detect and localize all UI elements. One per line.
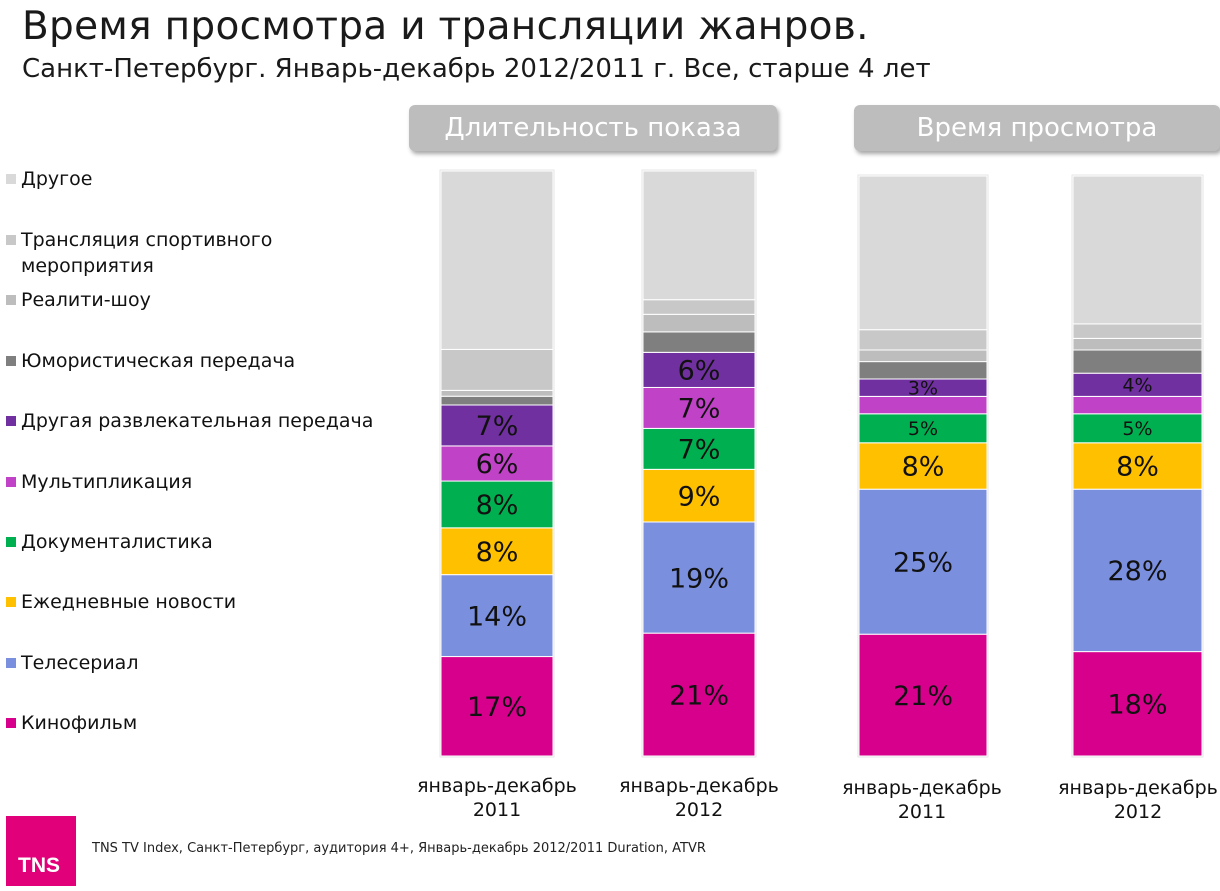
legend-swatch <box>6 356 16 366</box>
bar-segment <box>440 170 554 350</box>
bar-segment <box>440 527 554 576</box>
bar-segment <box>642 170 756 301</box>
legend-swatch <box>6 658 16 668</box>
category-label-line2: 2011 <box>472 799 522 821</box>
data-label: 17% <box>467 692 527 723</box>
category-label-line2: 2012 <box>1113 801 1163 823</box>
bar-segment <box>440 389 554 397</box>
data-label: 9% <box>678 481 721 512</box>
data-label: 3% <box>908 378 938 400</box>
legend-swatch <box>6 537 16 547</box>
category-label-line2: 2012 <box>674 799 724 821</box>
category-label-line1: январь-декабрь <box>619 775 779 797</box>
category-label-line2: 2011 <box>897 801 947 823</box>
legend-label: Документалистика <box>21 531 213 553</box>
legend-swatch <box>6 718 16 728</box>
legend-swatch <box>6 416 16 426</box>
bar-segment <box>858 349 988 363</box>
bar-segment <box>642 521 756 634</box>
bar-segment <box>858 413 988 444</box>
bar-segment <box>440 395 554 406</box>
bar-segment <box>440 480 554 529</box>
bar-segment <box>1072 651 1203 757</box>
data-label: 8% <box>476 537 519 568</box>
bar-segment <box>440 348 554 391</box>
bar-segment <box>642 351 756 388</box>
bar-segment <box>1072 413 1203 444</box>
bar-segment <box>1072 323 1203 339</box>
bar-segment <box>642 313 756 333</box>
legend-swatch <box>6 597 16 607</box>
legend-label: Другая развлекательная передача <box>21 410 374 432</box>
bar-segment <box>642 427 756 470</box>
group-header-viewing-time: Время просмотра <box>854 105 1220 151</box>
category-label-3: январь-декабрь 2011 <box>827 776 1017 824</box>
data-label: 8% <box>476 490 519 521</box>
data-label: 7% <box>476 411 519 442</box>
legend-swatch <box>6 235 16 245</box>
bar-segment <box>642 386 756 429</box>
data-label: 28% <box>1107 556 1167 587</box>
legend-label: Юмористическая передача <box>21 350 296 372</box>
data-label: 7% <box>678 394 721 425</box>
source-note: TNS TV Index, Санкт-Петербург, аудитория… <box>92 841 706 856</box>
data-label: 6% <box>476 449 519 480</box>
data-label: 21% <box>669 680 729 711</box>
bar-segment <box>858 175 988 331</box>
bar-segment <box>1072 395 1203 415</box>
bar-segment <box>440 574 554 658</box>
legend-label: Трансляция спортивного мероприятия <box>21 229 273 277</box>
category-label-line1: январь-декабрь <box>842 777 1002 799</box>
bar-segment <box>1072 175 1203 325</box>
data-label: 18% <box>1107 690 1167 721</box>
data-label: 5% <box>1122 418 1152 440</box>
bar-segment <box>642 632 756 757</box>
bar-segment <box>440 445 554 482</box>
bar-segment <box>440 404 554 447</box>
bar-segment <box>858 329 988 351</box>
bar-segment <box>858 361 988 380</box>
legend-swatch <box>6 477 16 487</box>
bar-segment <box>642 468 756 523</box>
data-label: 21% <box>893 681 953 712</box>
bar-segment <box>1072 337 1203 351</box>
legend-label: Кинофильм <box>21 712 138 734</box>
group-header-duration: Длительность показа <box>409 105 777 151</box>
bar-segment <box>1072 488 1203 653</box>
bar-segment <box>642 331 756 353</box>
legend-label: Другое <box>21 168 93 190</box>
legend-label: Мультипликация <box>21 471 193 493</box>
data-label: 25% <box>893 547 953 578</box>
data-label: 6% <box>678 356 721 387</box>
data-label: 7% <box>678 435 721 466</box>
bar-segment <box>440 656 554 757</box>
bar-segment <box>642 299 756 315</box>
tns-logo: TNS <box>6 816 76 886</box>
bar-segment <box>858 488 988 635</box>
data-label: 4% <box>1122 375 1152 397</box>
bar-segment <box>1072 442 1203 490</box>
legend-label: Ежедневные новости <box>21 591 237 613</box>
data-label: 19% <box>669 563 729 594</box>
tns-logo-text: TNS <box>18 854 60 877</box>
chart-title: Время просмотра и трансляции жанров. <box>22 4 869 49</box>
category-label-2: январь-декабрь 2012 <box>604 774 794 822</box>
legend-swatch <box>6 295 16 305</box>
chart-subtitle: Санкт-Петербург. Январь-декабрь 2012/201… <box>22 54 931 84</box>
legend-label: Телесериал <box>21 652 139 674</box>
data-label: 8% <box>1116 452 1159 483</box>
data-label: 8% <box>902 452 945 483</box>
bar-segment <box>1072 349 1203 374</box>
category-label-line1: январь-декабрь <box>1058 777 1218 799</box>
data-label: 14% <box>467 601 527 632</box>
data-label: 5% <box>908 418 938 440</box>
legend-swatch <box>6 174 16 184</box>
category-label-4: январь-декабрь 2012 <box>1043 776 1220 824</box>
category-label-line1: январь-декабрь <box>417 775 577 797</box>
category-label-1: январь-декабрь 2011 <box>402 774 592 822</box>
bar-segment <box>858 442 988 490</box>
legend-label: Реалити-шоу <box>21 289 151 311</box>
bar-segment <box>858 633 988 757</box>
